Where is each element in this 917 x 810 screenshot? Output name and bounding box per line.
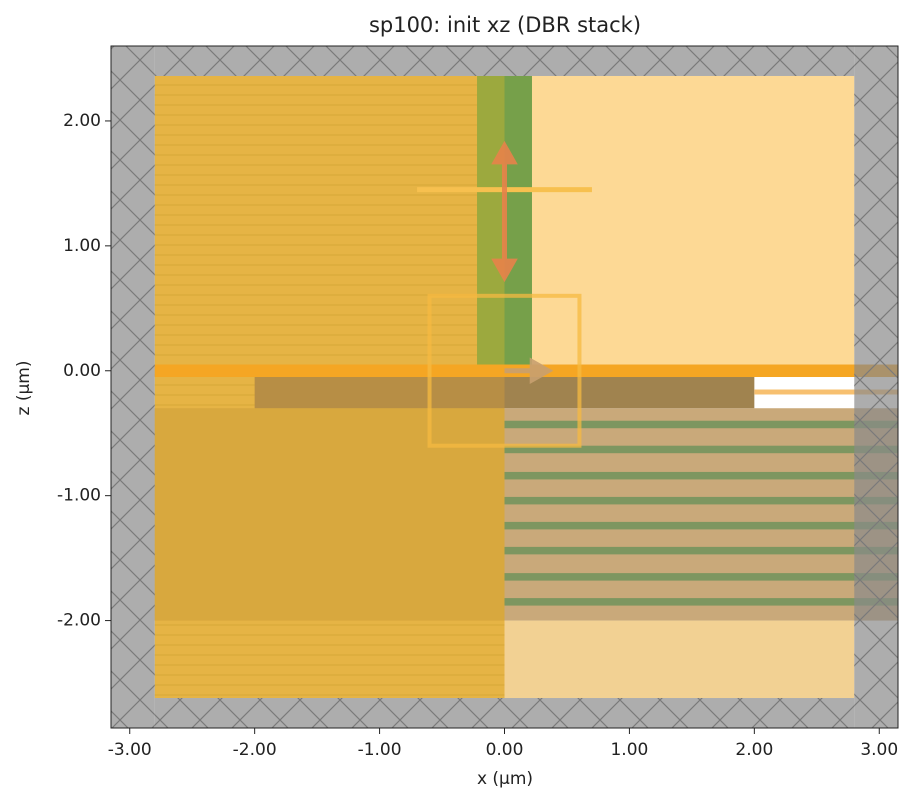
source-box xyxy=(427,293,582,448)
y-tick-label: 0.00 xyxy=(63,361,101,381)
structure xyxy=(504,75,855,371)
x-tick-label: -2.00 xyxy=(233,740,277,760)
y-tick-label: -1.00 xyxy=(57,486,101,506)
structure xyxy=(154,408,505,621)
structure xyxy=(504,75,532,371)
structure xyxy=(504,377,755,409)
boundary-hatch xyxy=(154,698,855,728)
structure xyxy=(504,471,898,480)
plot-area xyxy=(111,46,898,728)
x-tick-label: 0.00 xyxy=(486,740,524,760)
structure xyxy=(504,546,898,555)
structure xyxy=(504,420,898,429)
arrow xyxy=(504,357,554,385)
arrow xyxy=(491,140,518,283)
structure xyxy=(504,620,855,699)
boundary-hatch xyxy=(854,46,898,728)
x-tick-label: 1.00 xyxy=(610,740,648,760)
x-tick-label: -3.00 xyxy=(108,740,152,760)
structure xyxy=(477,75,505,371)
x-tick-label: -1.00 xyxy=(358,740,402,760)
structure xyxy=(504,445,898,454)
chart-title: sp100: init xz (DBR stack) xyxy=(369,13,641,37)
boundary-hatch xyxy=(111,46,155,728)
y-tick-label: 1.00 xyxy=(63,236,101,256)
structure xyxy=(504,408,898,621)
structure xyxy=(504,496,898,505)
structure xyxy=(504,598,898,606)
boundary-hatch xyxy=(154,46,855,76)
x-tick-label: 2.00 xyxy=(735,740,773,760)
y-tick-label: -2.00 xyxy=(57,611,101,631)
structure xyxy=(754,389,898,395)
y-tick-label: 2.00 xyxy=(63,111,101,131)
structure xyxy=(254,377,505,409)
x-axis-label: x (µm) xyxy=(477,769,533,789)
structure xyxy=(504,573,898,581)
y-axis-label: z (µm) xyxy=(14,361,34,416)
x-tick-label: 3.00 xyxy=(860,740,898,760)
structure xyxy=(504,521,898,530)
